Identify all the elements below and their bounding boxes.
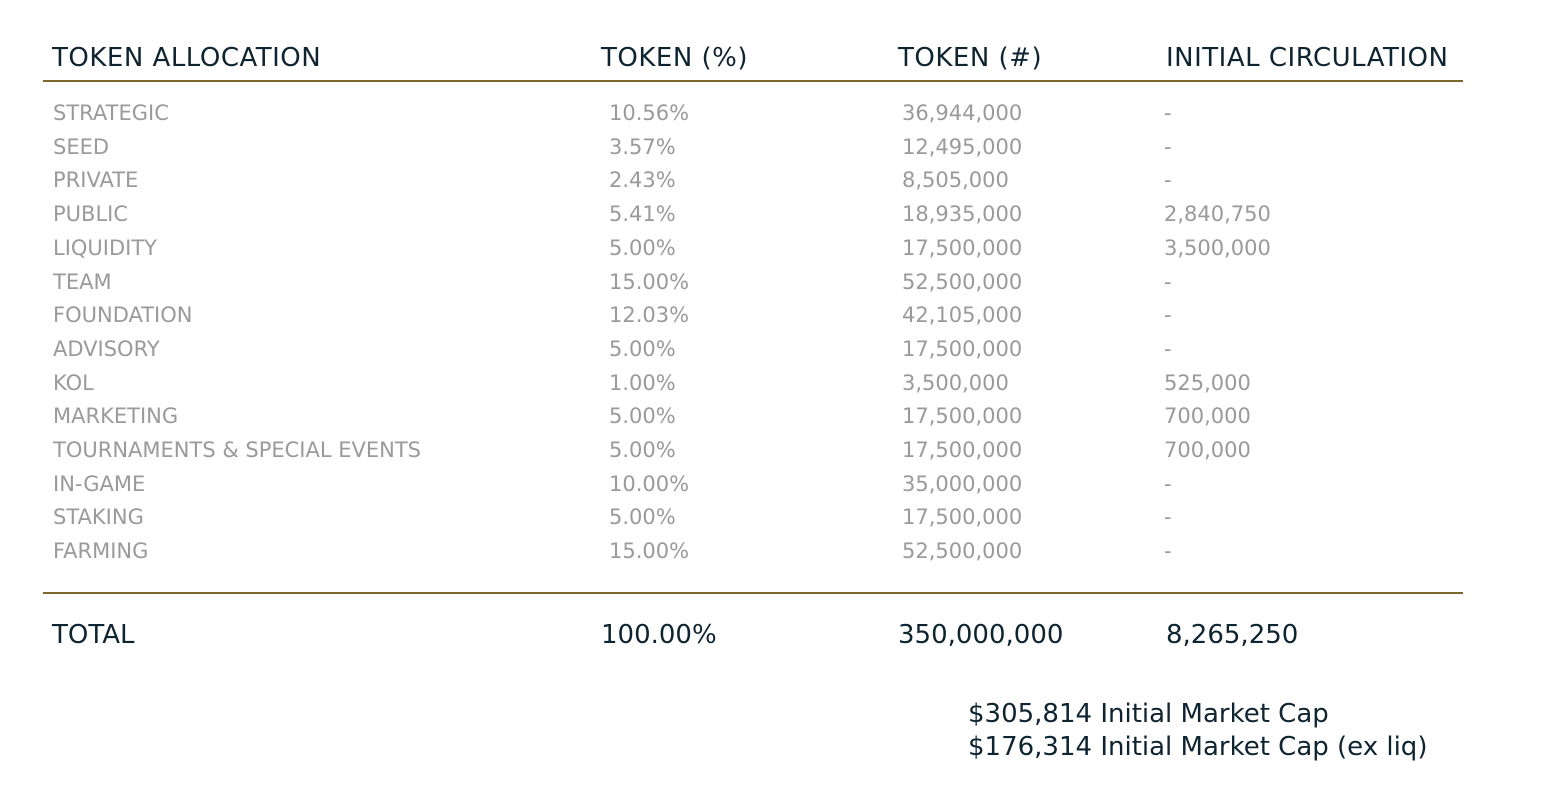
table-cell: PRIVATE (53, 168, 139, 193)
total-rule (43, 592, 1463, 594)
table-cell: 5.41% (609, 202, 676, 227)
table-cell: 15.00% (609, 269, 690, 294)
table-cell: PUBLIC (53, 202, 128, 227)
table-cell: 525,000 (1164, 370, 1251, 395)
table-cell: 10.00% (609, 471, 690, 496)
table-cell: 2.43% (609, 168, 676, 193)
table-cell: 3.57% (609, 134, 676, 159)
table-cell: 5.00% (609, 438, 676, 462)
table-cell: 5.00% (609, 404, 676, 429)
table-cell: FOUNDATION (53, 303, 193, 328)
table-cell: - (1164, 471, 1172, 496)
table-cell: KOL (53, 370, 94, 395)
table-cell: 42,105,000 (902, 303, 1023, 328)
table-cell: 36,944,000 (902, 101, 1023, 125)
table-cell: 17,500,000 (902, 438, 1023, 462)
total-cell: 8,265,250 (1166, 620, 1299, 650)
column-header: TOKEN (%) (601, 43, 749, 73)
table-cell: 52,500,000 (902, 539, 1023, 564)
table-cell: 700,000 (1164, 404, 1251, 429)
table-cell: IN-GAME (53, 471, 146, 496)
total-cell: TOTAL (52, 620, 135, 650)
table-cell: 35,000,000 (902, 471, 1023, 496)
total-cell: 350,000,000 (898, 620, 1064, 650)
table-cell: TEAM (53, 269, 112, 294)
table-cell: 17,500,000 (902, 235, 1023, 260)
table-cell: 12,495,000 (902, 134, 1023, 159)
table-cell: STAKING (53, 505, 144, 530)
table-cell: LIQUIDITY (53, 235, 158, 260)
table-cell: - (1164, 303, 1172, 328)
table-cell: 1.00% (609, 370, 676, 395)
table-cell: 3,500,000 (1164, 235, 1271, 260)
header-rule (43, 80, 1463, 82)
table-cell: - (1164, 336, 1172, 361)
table-cell: 52,500,000 (902, 269, 1023, 294)
table-cell: 12.03% (609, 303, 690, 328)
table-cell: 15.00% (609, 539, 690, 564)
table-cell: - (1164, 168, 1172, 193)
table-cell: 17,500,000 (902, 404, 1023, 429)
market-cap-note: $176,314 Initial Market Cap (ex liq) (968, 732, 1428, 762)
table-cell: 17,500,000 (902, 505, 1023, 530)
table-cell: 17,500,000 (902, 336, 1023, 361)
table-cell: - (1164, 101, 1172, 125)
table-cell: 700,000 (1164, 438, 1251, 462)
market-cap-note: $305,814 Initial Market Cap (968, 699, 1329, 729)
table-cell: FARMING (53, 539, 149, 564)
table-cell: 5.00% (609, 235, 676, 260)
table-cell: TOURNAMENTS & SPECIAL EVENTS (53, 438, 422, 462)
column-header: TOKEN ALLOCATION (52, 43, 322, 73)
table-cell: 3,500,000 (902, 370, 1009, 395)
table-cell: - (1164, 134, 1172, 159)
table-cell: 5.00% (609, 336, 676, 361)
table-cell: 8,505,000 (902, 168, 1009, 193)
column-header: INITIAL CIRCULATION (1166, 43, 1449, 73)
total-cell: 100.00% (601, 620, 717, 650)
table-cell: - (1164, 269, 1172, 294)
table-cell: STRATEGIC (53, 101, 169, 125)
table-cell: 2,840,750 (1164, 202, 1271, 227)
table-cell: ADVISORY (53, 336, 160, 361)
table-cell: 18,935,000 (902, 202, 1023, 227)
table-cell: - (1164, 539, 1172, 564)
table-cell: MARKETING (53, 404, 179, 429)
column-header: TOKEN (#) (898, 43, 1043, 73)
table-cell: 10.56% (609, 101, 690, 125)
table-cell: - (1164, 505, 1172, 530)
table-cell: 5.00% (609, 505, 676, 530)
table-cell: SEED (53, 134, 110, 159)
